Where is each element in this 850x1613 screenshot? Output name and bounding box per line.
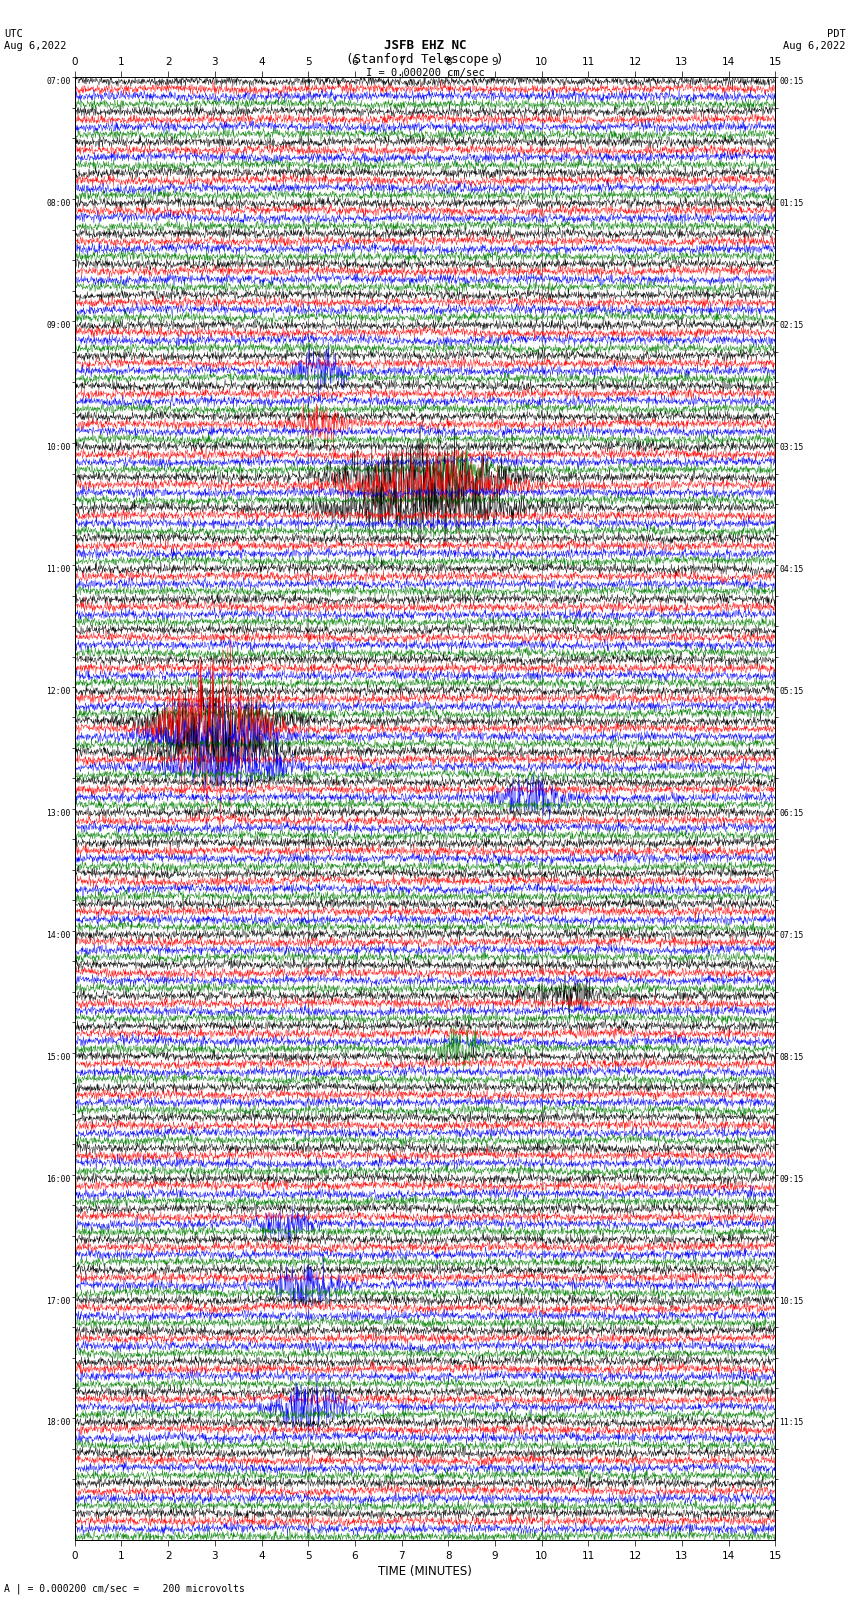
Text: (Stanford Telescope ): (Stanford Telescope ) — [346, 53, 504, 66]
Text: JSFB EHZ NC: JSFB EHZ NC — [383, 39, 467, 52]
Text: UTC
Aug 6,2022: UTC Aug 6,2022 — [4, 29, 67, 50]
X-axis label: TIME (MINUTES): TIME (MINUTES) — [378, 1565, 472, 1578]
Text: PDT
Aug 6,2022: PDT Aug 6,2022 — [783, 29, 846, 50]
Text: I = 0.000200 cm/sec: I = 0.000200 cm/sec — [366, 68, 484, 77]
Text: A | = 0.000200 cm/sec =    200 microvolts: A | = 0.000200 cm/sec = 200 microvolts — [4, 1582, 245, 1594]
